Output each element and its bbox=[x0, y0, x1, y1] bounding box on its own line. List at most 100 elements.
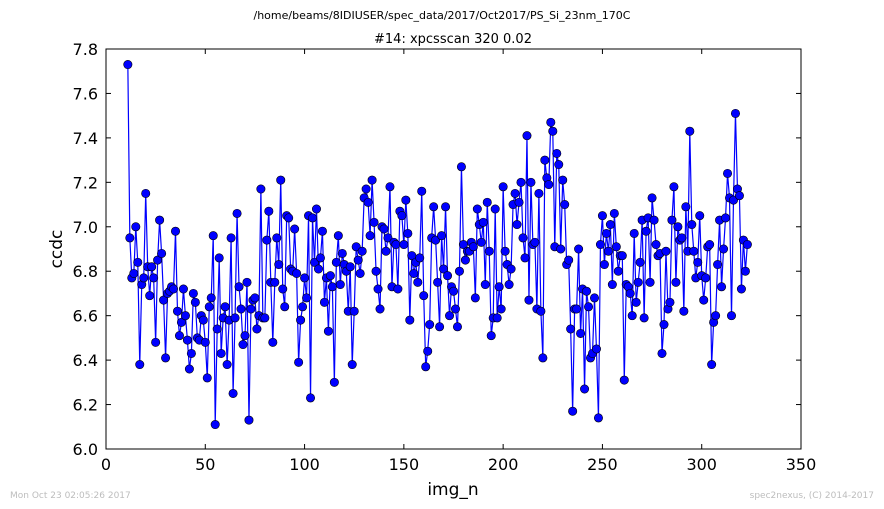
y-axis-label: ccdc bbox=[47, 230, 67, 269]
data-point bbox=[546, 117, 556, 127]
data-point bbox=[510, 188, 520, 198]
data-point bbox=[317, 226, 327, 236]
data-point bbox=[619, 375, 629, 385]
data-point bbox=[264, 206, 274, 216]
data-point bbox=[319, 297, 329, 307]
data-point bbox=[309, 257, 319, 267]
data-point bbox=[514, 197, 524, 207]
data-point bbox=[298, 302, 308, 312]
data-point bbox=[210, 420, 220, 430]
data-point bbox=[437, 231, 447, 241]
data-point bbox=[403, 228, 413, 238]
data-point bbox=[667, 215, 677, 225]
data-point bbox=[627, 311, 637, 321]
x-tick-label: 250 bbox=[587, 455, 618, 474]
data-point bbox=[564, 255, 574, 265]
data-point bbox=[605, 220, 615, 230]
y-tick-label: 6.6 bbox=[73, 307, 98, 326]
data-point bbox=[135, 360, 145, 370]
data-point bbox=[276, 175, 286, 185]
data-point bbox=[705, 240, 715, 250]
data-point bbox=[484, 246, 494, 256]
data-point bbox=[685, 126, 695, 136]
data-point bbox=[141, 188, 151, 198]
data-point bbox=[331, 257, 341, 267]
y-tick-label: 6.4 bbox=[73, 351, 98, 370]
y-tick-label: 6.2 bbox=[73, 396, 98, 415]
data-point bbox=[431, 235, 441, 245]
data-point bbox=[222, 360, 232, 370]
data-point bbox=[149, 273, 159, 283]
data-point bbox=[308, 213, 318, 223]
data-point bbox=[357, 246, 367, 256]
data-point bbox=[161, 353, 171, 363]
data-point bbox=[202, 373, 212, 383]
data-point bbox=[139, 273, 149, 283]
data-point bbox=[204, 302, 214, 312]
data-point bbox=[695, 211, 705, 221]
data-point bbox=[367, 175, 377, 185]
data-point bbox=[711, 311, 721, 321]
data-point bbox=[490, 204, 500, 214]
data-point bbox=[174, 331, 184, 341]
data-point bbox=[180, 311, 190, 321]
data-point bbox=[679, 306, 689, 316]
data-point bbox=[182, 335, 192, 345]
y-tick-label: 7.2 bbox=[73, 173, 98, 192]
data-point bbox=[172, 306, 182, 316]
data-point bbox=[601, 228, 611, 238]
data-point bbox=[250, 293, 260, 303]
data-point bbox=[574, 244, 584, 254]
data-point bbox=[689, 246, 699, 256]
data-point bbox=[198, 315, 208, 325]
data-point bbox=[726, 311, 736, 321]
data-point bbox=[448, 286, 458, 296]
plot-marks bbox=[123, 60, 752, 430]
data-point bbox=[687, 220, 697, 230]
data-point bbox=[125, 233, 135, 243]
data-point bbox=[536, 306, 546, 316]
data-point bbox=[671, 277, 681, 287]
chart-title: #14: xpcsscan 320 0.02 bbox=[374, 32, 532, 47]
data-point bbox=[280, 302, 290, 312]
data-point bbox=[186, 348, 196, 358]
data-point bbox=[558, 175, 568, 185]
y-tick-label: 6.0 bbox=[73, 440, 98, 459]
data-point bbox=[325, 271, 335, 281]
data-point bbox=[311, 204, 321, 214]
data-point bbox=[244, 415, 254, 425]
data-point bbox=[556, 244, 566, 254]
data-point bbox=[681, 202, 691, 212]
data-point bbox=[635, 257, 645, 267]
data-point bbox=[236, 304, 246, 314]
data-point bbox=[468, 242, 478, 252]
data-point bbox=[397, 211, 407, 221]
data-point bbox=[365, 231, 375, 241]
data-point bbox=[268, 337, 278, 347]
data-point bbox=[713, 260, 723, 270]
data-point bbox=[216, 348, 226, 358]
data-point bbox=[230, 313, 240, 323]
x-tick-label: 100 bbox=[289, 455, 320, 474]
data-point bbox=[270, 277, 280, 287]
data-point bbox=[633, 277, 643, 287]
data-point bbox=[500, 246, 510, 256]
data-point bbox=[699, 295, 709, 305]
data-point bbox=[538, 353, 548, 363]
data-point bbox=[647, 193, 657, 203]
data-point bbox=[200, 337, 210, 347]
data-point bbox=[677, 233, 687, 243]
data-point bbox=[707, 360, 717, 370]
data-point bbox=[441, 202, 451, 212]
data-point bbox=[740, 266, 750, 276]
data-point bbox=[176, 317, 186, 327]
data-point bbox=[349, 306, 359, 316]
data-point bbox=[153, 255, 163, 265]
data-point bbox=[385, 182, 395, 192]
x-tick-label: 350 bbox=[786, 455, 817, 474]
data-point bbox=[214, 253, 224, 263]
data-point bbox=[133, 257, 143, 267]
data-point bbox=[429, 202, 439, 212]
data-point bbox=[296, 315, 306, 325]
